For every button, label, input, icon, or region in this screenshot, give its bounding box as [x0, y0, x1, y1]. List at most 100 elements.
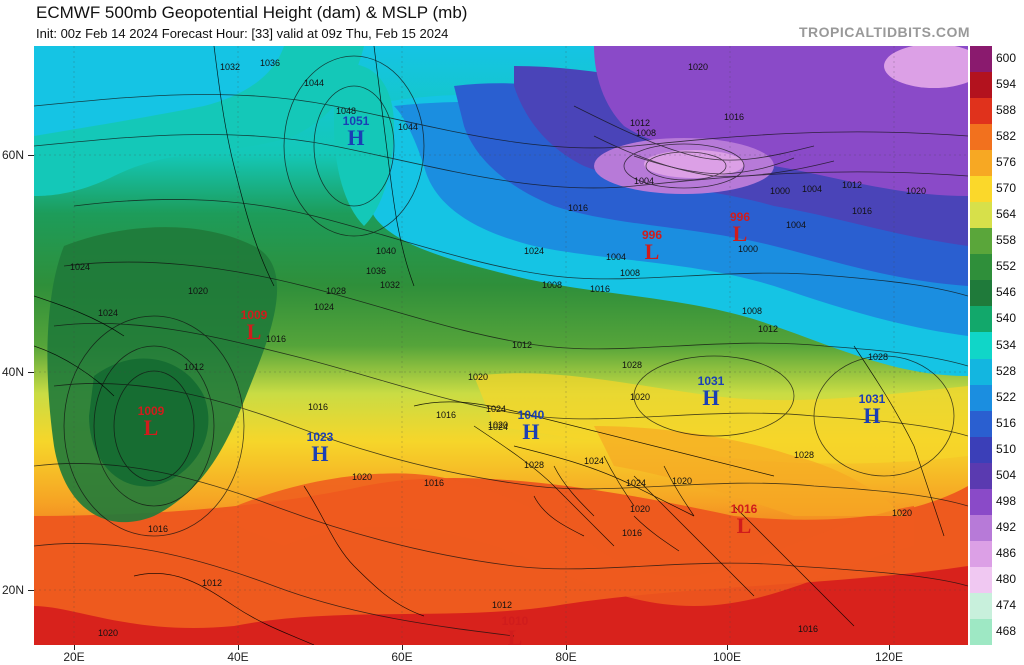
lat-tick — [28, 372, 34, 373]
low-pressure-center: 1010 L — [502, 614, 529, 645]
center-symbol: H — [347, 125, 365, 150]
center-symbol: H — [311, 441, 329, 466]
isobar-label: 1008 — [742, 306, 762, 316]
colorbar-segment — [970, 98, 992, 125]
isobar-label: 1016 — [308, 402, 328, 412]
center-value: 1031 — [858, 392, 886, 406]
lon-tick — [238, 645, 239, 650]
center-symbol: H — [522, 419, 540, 444]
high-pressure-center: 1023 H — [307, 430, 334, 466]
colorbar-level-label: 564 — [996, 207, 1017, 222]
lon-label-80e: 80E — [555, 650, 577, 664]
lat-label-20n: 20N — [2, 583, 25, 597]
low-pressure-center: 996 L — [641, 228, 663, 264]
trough-core — [89, 358, 209, 487]
isobar-label: 1024 — [314, 302, 334, 312]
lon-tick — [566, 645, 567, 650]
high-pressure-center: 1031 H — [697, 374, 725, 409]
isobar-label: 1012 — [492, 600, 512, 610]
isobar-label: 1036 — [366, 266, 386, 276]
colorbar-level-label: 582 — [996, 129, 1017, 144]
isobar-label: 1020 — [352, 472, 372, 482]
isobar-label: 1044 — [398, 122, 418, 132]
isobar-label: 1028 — [868, 352, 888, 362]
isobar-label: 1016 — [798, 624, 818, 634]
colorbar-level-label: 474 — [996, 597, 1017, 612]
colorbar-segment — [970, 228, 992, 255]
isobar-label: 1024 — [584, 456, 604, 466]
colorbar-level-label: 486 — [996, 545, 1017, 560]
coastlines — [34, 46, 945, 645]
center-value: 1040 — [517, 408, 545, 422]
colorbar-level-label: 522 — [996, 389, 1017, 404]
center-value: 1031 — [697, 374, 725, 388]
lat-tick — [28, 590, 34, 591]
low-pressure-center: 1016 L — [730, 502, 758, 537]
center-symbol: L — [644, 239, 660, 264]
center-value: 996 — [641, 228, 663, 242]
isobar-label: 1008 — [620, 268, 640, 278]
isobar-label: 1028 — [524, 460, 544, 470]
isobar-label: 1024 — [626, 478, 646, 488]
lon-label-120e: 120E — [874, 650, 904, 664]
colorbar-level-label: 552 — [996, 259, 1017, 274]
colorbar-segment — [970, 72, 992, 99]
center-value: 1009 — [240, 308, 268, 322]
lon-label-20e: 20E — [63, 650, 85, 664]
isobar-label: 1020 — [672, 476, 692, 486]
colorbar-segment — [970, 592, 992, 620]
center-value: 1016 — [730, 502, 758, 516]
colorbar-segment — [970, 566, 992, 594]
colorbar-level-label: 576 — [996, 155, 1017, 170]
colorbar-segment — [970, 124, 992, 151]
lon-tick — [74, 645, 75, 650]
isobar-label: 1016 — [568, 203, 588, 213]
band-534-nw — [34, 46, 284, 136]
center-value: 1009 — [137, 404, 165, 418]
colorbar-level-label: 546 — [996, 285, 1017, 300]
colorbar-segment — [970, 488, 992, 516]
colorbar-segment — [970, 280, 992, 307]
colorbar-level-label: 504 — [996, 467, 1017, 482]
colorbar-level-label: 510 — [996, 441, 1017, 456]
isobar-label: 1020 — [488, 420, 508, 430]
center-symbol: H — [863, 403, 881, 428]
isobar-label: 1024 — [488, 422, 508, 432]
isobar-label: 1016 — [622, 528, 642, 538]
center-symbol: L — [507, 625, 523, 646]
isobar-label: 1040 — [376, 246, 396, 256]
isobars — [34, 55, 968, 637]
isobar-label: 1032 — [380, 280, 400, 290]
colorbar — [970, 46, 992, 646]
lat-tick — [28, 155, 34, 156]
low-pressure-center: 996 L — [729, 210, 751, 245]
isobar-label: 1020 — [906, 186, 926, 196]
colorbar-level-label: 528 — [996, 363, 1017, 378]
isobar-label: 1012 — [512, 340, 532, 350]
isobar-label: 1020 — [630, 392, 650, 402]
lon-label-100e: 100E — [712, 650, 742, 664]
colorbar-level-label: 600 — [996, 51, 1017, 66]
colorbar-segment — [970, 514, 992, 542]
center-symbol: L — [246, 319, 262, 344]
isobar-label: 1008 — [542, 280, 562, 290]
colorbar-level-label: 558 — [996, 233, 1017, 248]
lat-label-40n: 40N — [2, 365, 25, 379]
colorbar-segment — [970, 462, 992, 490]
colorbar-segment — [970, 384, 992, 412]
isobar-label: 1016 — [424, 478, 444, 488]
center-value: 996 — [729, 210, 751, 224]
high-pressure-center: 1040 H — [517, 408, 545, 444]
isobar-label: 1004 — [606, 252, 626, 262]
grid — [34, 46, 968, 645]
low-pressure-center: 1009 L — [137, 404, 165, 439]
isobar-label: 1012 — [630, 118, 650, 128]
ne-core — [884, 46, 968, 88]
lon-label-60e: 60E — [391, 650, 413, 664]
isobar-label: 1004 — [786, 220, 806, 230]
isobar-label: 1016 — [266, 334, 286, 344]
low-pressure-center: 1009 L — [240, 308, 268, 344]
isobar-label: 1016 — [436, 410, 456, 420]
isobar-label: 1028 — [622, 360, 642, 370]
colorbar-level-label: 594 — [996, 77, 1017, 92]
